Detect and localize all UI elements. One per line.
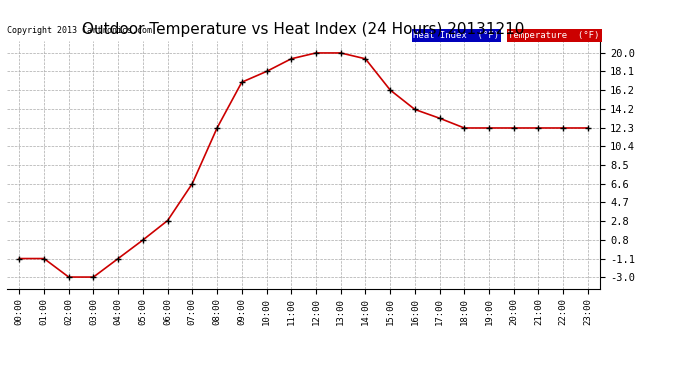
Text: Copyright 2013 Cartronics.com: Copyright 2013 Cartronics.com	[7, 26, 152, 35]
Text: Temperature  (°F): Temperature (°F)	[509, 31, 600, 40]
Text: Heat Index  (°F): Heat Index (°F)	[413, 31, 500, 40]
Title: Outdoor Temperature vs Heat Index (24 Hours) 20131210: Outdoor Temperature vs Heat Index (24 Ho…	[82, 22, 525, 37]
